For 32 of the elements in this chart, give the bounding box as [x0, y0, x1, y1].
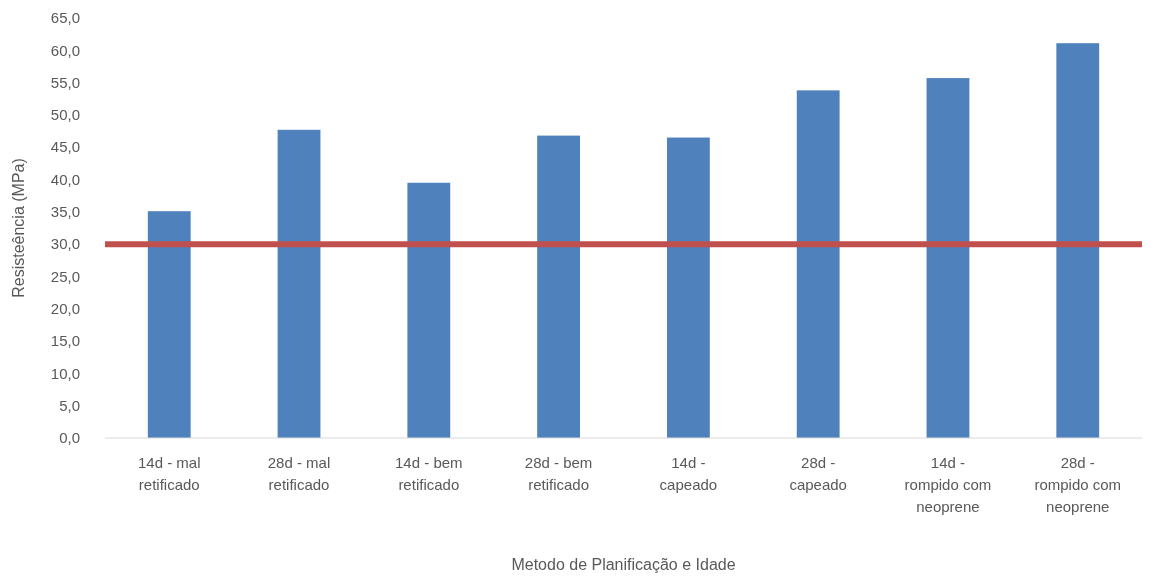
y-axis-title: Resisteência (MPa) — [10, 158, 27, 298]
bar — [666, 137, 710, 438]
bar — [926, 78, 970, 438]
y-tick-label: 15,0 — [50, 332, 80, 350]
bar — [147, 211, 191, 438]
bar — [537, 135, 581, 438]
y-tick-label: 55,0 — [50, 73, 80, 91]
y-tick-label: 25,0 — [50, 267, 80, 285]
x-tick-label: 28d - rompido com neoprene — [1034, 454, 1122, 515]
bar — [1056, 43, 1100, 438]
y-tick-label: 20,0 — [50, 300, 80, 318]
y-tick-label: 60,0 — [50, 41, 80, 59]
y-tick-label: 45,0 — [50, 138, 80, 156]
y-tick-label: 35,0 — [50, 203, 80, 221]
y-tick-label: 65,0 — [50, 9, 80, 27]
x-tick-label: 28d - bem retificado — [524, 454, 593, 493]
bar — [796, 90, 840, 438]
y-tick-label: 10,0 — [50, 364, 80, 382]
x-tick-label: 14d - rompido com neoprene — [904, 454, 992, 515]
y-tick-label: 50,0 — [50, 106, 80, 124]
x-axis-title: Metodo de Planificação e Idade — [511, 556, 736, 573]
x-tick-label: 14d - capeado — [659, 454, 718, 493]
bar — [407, 182, 451, 438]
y-tick-label: 0,0 — [59, 429, 80, 447]
x-tick-label: 14d - mal retificado — [137, 454, 201, 493]
y-tick-label: 30,0 — [50, 235, 80, 253]
x-tick-label: 14d - bem retificado — [395, 454, 463, 493]
y-tick-label: 5,0 — [59, 396, 80, 414]
y-tick-label: 40,0 — [50, 170, 80, 188]
x-tick-label: 28d - capeado — [789, 454, 847, 493]
x-tick-label: 28d - mal retificado — [267, 454, 331, 493]
bar — [277, 129, 321, 438]
